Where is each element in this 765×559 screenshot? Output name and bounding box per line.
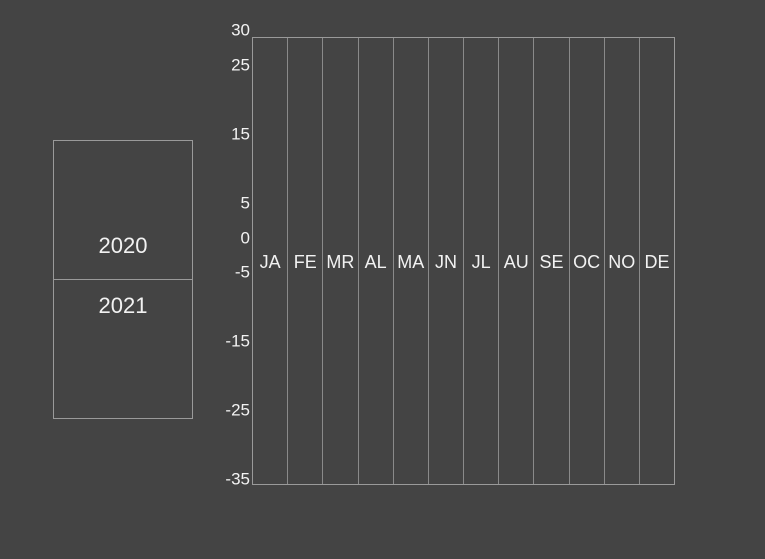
month-column-jn[interactable]: JN [429, 38, 465, 484]
y-tick-label: -15 [225, 331, 250, 351]
y-tick-label: 30 [231, 20, 250, 40]
y-tick-label: 25 [231, 55, 250, 75]
y-tick-label: 15 [231, 124, 250, 144]
y-tick-label: -25 [225, 400, 250, 420]
month-column-ma[interactable]: MA [394, 38, 429, 484]
month-label: NO [608, 252, 636, 272]
y-axis: 30 25 15 5 0 -5 -15 -25 -35 [200, 0, 250, 559]
y-tick-label: -35 [225, 469, 250, 489]
month-column-mr[interactable]: MR [323, 38, 359, 484]
year-2020-label: 2020 [98, 233, 148, 258]
month-label: SE [539, 252, 564, 272]
month-label: JN [434, 252, 457, 272]
month-column-de[interactable]: DE [640, 38, 674, 484]
month-label: AL [364, 252, 387, 272]
month-grid: JA FE MR AL MA JN JL AU SE OC NO DE [252, 37, 675, 485]
year-2020-button[interactable]: 2020 [54, 141, 192, 280]
month-column-oc[interactable]: OC [570, 38, 605, 484]
month-label: DE [644, 252, 670, 272]
month-column-ja[interactable]: JA [253, 38, 289, 484]
month-label: FE [293, 252, 317, 272]
month-column-au[interactable]: AU [499, 38, 535, 484]
y-tick-label: -5 [234, 262, 250, 282]
year-selector: 2020 2021 [53, 140, 193, 419]
month-column-se[interactable]: SE [534, 38, 570, 484]
y-tick-label: 5 [240, 193, 250, 213]
y-tick-label: 0 [240, 228, 250, 248]
month-column-no[interactable]: NO [605, 38, 640, 484]
year-2021-button[interactable]: 2021 [54, 280, 192, 419]
month-label: MR [326, 252, 355, 272]
month-label: JA [259, 252, 281, 272]
month-label: MA [397, 252, 425, 272]
month-column-al[interactable]: AL [359, 38, 394, 484]
month-label: AU [503, 252, 529, 272]
month-label: OC [573, 252, 601, 272]
month-column-jl[interactable]: JL [464, 38, 500, 484]
month-column-fe[interactable]: FE [288, 38, 324, 484]
month-label: JL [471, 252, 491, 272]
year-2021-label: 2021 [98, 293, 148, 318]
